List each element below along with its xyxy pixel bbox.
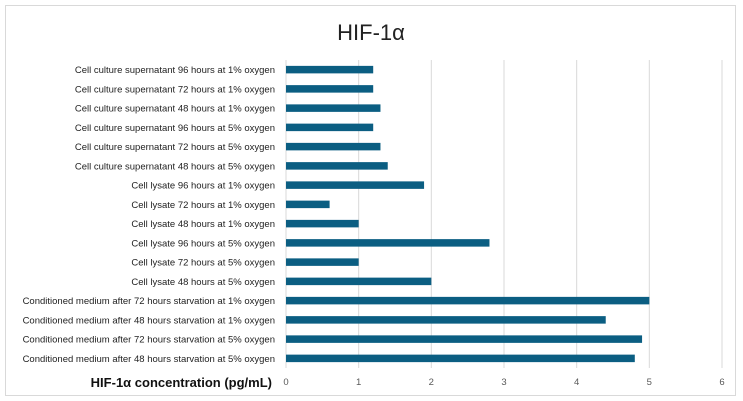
bar: [286, 200, 330, 209]
bar: [286, 239, 490, 247]
bar: [286, 296, 650, 305]
category-label: Conditioned medium after 72 hours starva…: [23, 335, 275, 346]
category-label: Cell lysate 72 hours at 1% oxygen: [131, 200, 275, 211]
category-label: Cell lysate 96 hours at 5% oxygen: [131, 238, 275, 249]
bar: [286, 104, 381, 112]
category-label: Cell culture supernatant 72 hours at 5% …: [75, 142, 275, 153]
category-label: Cell culture supernatant 48 hours at 1% …: [75, 104, 275, 115]
bar: [286, 316, 606, 324]
x-tick-label: 6: [719, 377, 724, 388]
bar: [286, 335, 643, 343]
category-label: Cell lysate 96 hours at 1% oxygen: [131, 181, 275, 192]
x-tick-label: 4: [574, 377, 579, 388]
category-label: Conditioned medium after 48 hours starva…: [23, 354, 275, 365]
category-label: Cell culture supernatant 96 hours at 1% …: [75, 65, 275, 76]
category-label: Conditioned medium after 48 hours starva…: [23, 315, 275, 326]
x-tick-label: 5: [647, 377, 652, 388]
bar: [286, 162, 388, 170]
category-label: Cell lysate 48 hours at 1% oxygen: [131, 219, 275, 230]
category-label: Conditioned medium after 72 hours starva…: [23, 296, 275, 307]
x-tick-label: 1: [356, 377, 361, 388]
bar: [286, 181, 425, 189]
category-label: Cell culture supernatant 96 hours at 5% …: [75, 123, 275, 134]
x-tick-label: 0: [283, 377, 288, 388]
bar: [286, 277, 432, 286]
bar: [286, 219, 359, 228]
bar: [286, 85, 374, 93]
x-axis-title: HIF-1α concentration (pg/mL): [91, 375, 272, 390]
bar: [286, 123, 374, 132]
bar: [286, 142, 381, 151]
bar: [286, 258, 359, 266]
category-label: Cell culture supernatant 48 hours at 5% …: [75, 161, 275, 172]
bar: [286, 354, 635, 363]
x-tick-label: 3: [501, 377, 506, 388]
chart-title: HIF-1α: [337, 20, 405, 45]
x-tick-label: 2: [429, 377, 434, 388]
category-label: Cell lysate 48 hours at 5% oxygen: [131, 277, 275, 288]
category-label: Cell culture supernatant 72 hours at 1% …: [75, 84, 275, 95]
bar: [286, 65, 374, 74]
category-label: Cell lysate 72 hours at 5% oxygen: [131, 258, 275, 269]
